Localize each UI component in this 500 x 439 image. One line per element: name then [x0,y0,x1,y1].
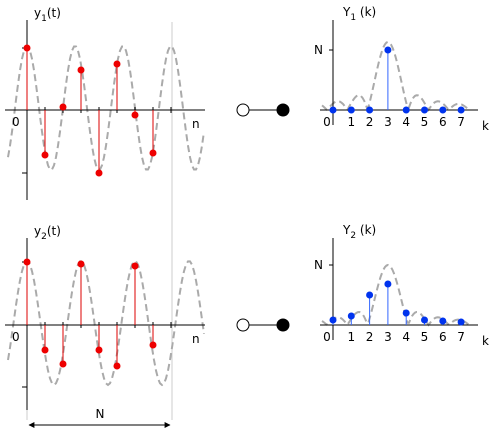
spectrum-point [439,317,447,325]
k-tick-label: 3 [384,330,392,344]
k-tick-label: 3 [384,115,392,129]
spectrum-point [384,46,392,54]
spectrum-point [439,106,447,114]
spectrum-point [329,316,337,324]
sample-point [113,362,121,370]
spectrum-envelope [321,263,470,327]
spectrum-point [457,106,465,114]
k-tick-label: 2 [366,115,374,129]
sample-point [149,149,157,157]
continuous-signal [7,45,205,171]
k-tick-label: 0 [323,330,331,344]
k-tick-label: 7 [457,330,465,344]
spectrum-point [402,309,410,317]
sample-point [131,262,139,270]
spectrum-point [421,106,428,114]
label-sub: 2 [350,231,356,241]
k-tick-label: 4 [402,115,410,129]
axis-label: k [482,119,489,133]
sample-point [131,111,139,119]
sample-point [95,346,103,354]
label-rest: (t) [47,224,61,238]
label-rest: (k) [356,223,376,237]
k-tick-label: 0 [323,115,331,129]
k-tick-label: 5 [421,115,429,129]
axis-label: k [482,334,489,348]
label-sub: 2 [41,232,47,242]
panel-label: Y1 (k) [342,5,376,23]
transform-filled [276,103,290,117]
spectrum-point [384,280,392,288]
origin-label: 0 [12,115,20,129]
k-tick-label: 5 [421,330,429,344]
sample-point [59,360,67,368]
transform-open [236,103,250,117]
axis-label: n [192,332,200,346]
spectrum-point [347,106,355,114]
axis-label: n [192,117,200,131]
label-sub: 1 [350,13,356,23]
spectrum-envelope [321,40,470,112]
sample-point [23,258,31,266]
sample-point [77,260,85,268]
panel-label: y1(t) [34,6,61,24]
k-tick-label: 6 [439,330,447,344]
sample-point [23,44,31,52]
sample-point [59,103,67,111]
sample-point [41,151,49,159]
label-base: y [34,224,41,238]
k-tick-label: 4 [402,330,410,344]
sample-point [95,169,103,177]
panel-label: y2(t) [34,224,61,242]
spectrum-point [347,312,355,320]
transform-open [236,318,250,332]
sample-point [41,346,49,354]
origin-label: 0 [12,330,20,344]
label-base: Y [342,223,351,237]
sample-point [149,341,157,349]
sample-point [113,60,121,68]
k-tick-label: 2 [366,330,374,344]
spectrum-point [421,316,428,324]
continuous-signal [7,260,205,387]
spectrum-point [366,106,374,114]
label-base: y [34,6,41,20]
label-base: Y [342,5,351,19]
label-rest: (t) [47,6,61,20]
k-tick-label: 7 [457,115,465,129]
k-tick-label: 6 [439,115,447,129]
spectrum-point [329,106,337,114]
label-sub: 1 [41,14,47,24]
panel-label: Y2 (k) [342,223,376,241]
k-tick-label: 1 [347,330,355,344]
sample-point [77,66,85,74]
magnitude-label: N [314,258,323,272]
period-label: N [96,407,105,421]
label-rest: (k) [356,5,376,19]
transform-filled [276,318,290,332]
magnitude-label: N [314,43,323,57]
spectrum-point [402,106,410,114]
spectrum-point [366,291,374,299]
k-tick-label: 1 [347,115,355,129]
spectrum-point [457,318,465,326]
